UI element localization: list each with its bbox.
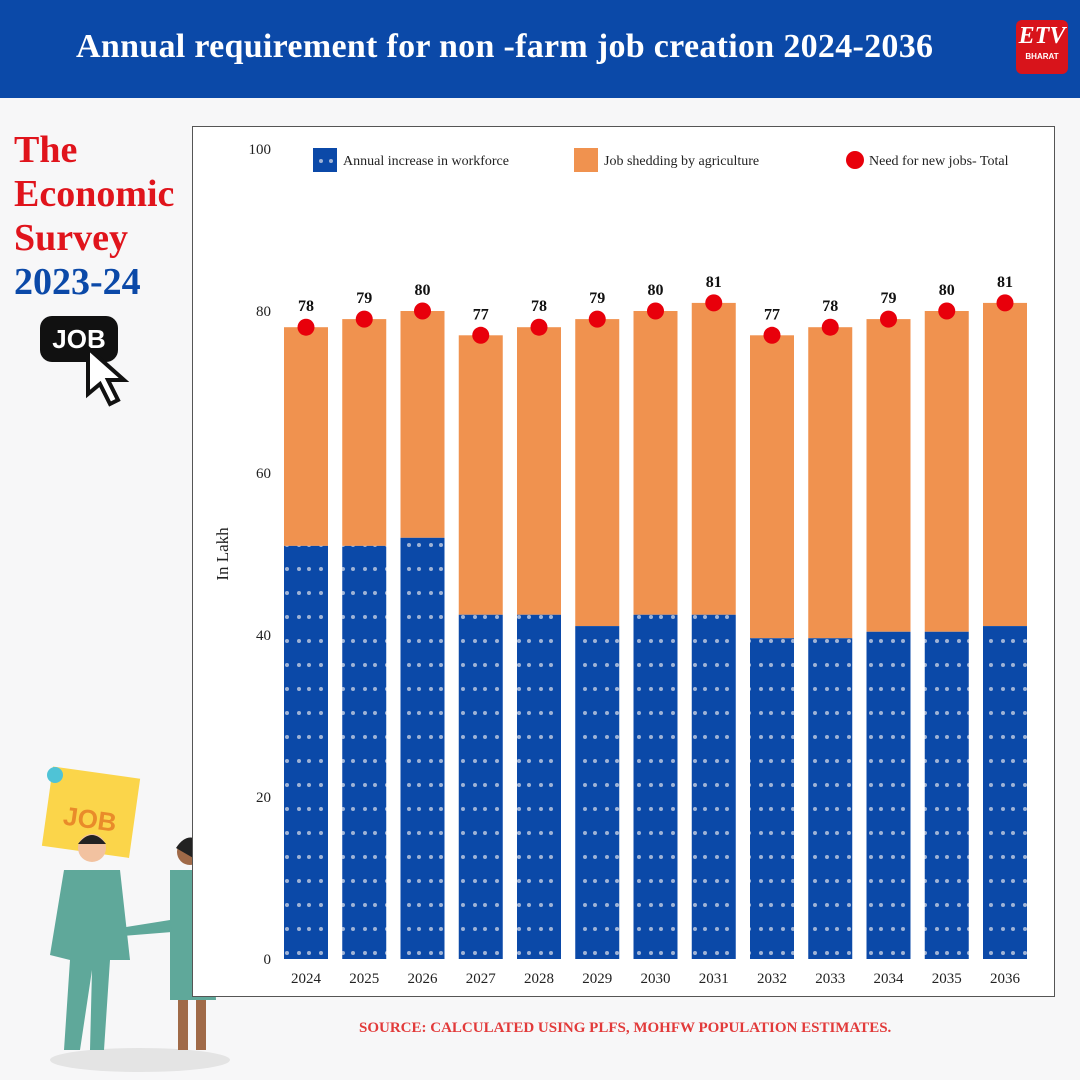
data-label: 78 <box>298 298 314 315</box>
total-marker <box>355 310 373 328</box>
bar-workforce <box>924 631 969 959</box>
data-label: 79 <box>881 290 897 307</box>
data-label: 78 <box>531 298 547 315</box>
x-tick-label: 2029 <box>582 971 612 987</box>
y-axis-label: In Lakh <box>213 527 232 581</box>
x-tick-label: 2024 <box>291 971 322 987</box>
x-tick-label: 2026 <box>408 971 439 987</box>
bar-workforce <box>866 631 911 959</box>
data-label: 80 <box>939 282 955 299</box>
bar-agriculture <box>458 335 503 615</box>
total-marker <box>588 310 606 328</box>
total-marker <box>763 326 781 344</box>
x-tick-label: 2033 <box>815 971 845 987</box>
x-tick-label: 2036 <box>990 971 1021 987</box>
bar-agriculture <box>750 335 794 639</box>
bar-agriculture <box>342 319 387 546</box>
side-title-line: The <box>14 129 78 171</box>
bar-agriculture <box>400 311 445 538</box>
total-marker <box>530 318 548 336</box>
legend-swatch <box>313 148 337 172</box>
legend-label: Job shedding by agriculture <box>604 154 759 169</box>
source-note: SOURCE: CALCULATED USING PLFS, MOHFW POP… <box>359 1020 892 1036</box>
y-tick-label: 0 <box>264 952 272 968</box>
bar-workforce <box>458 614 503 959</box>
total-marker <box>996 294 1014 312</box>
svg-text:JOB: JOB <box>61 801 118 838</box>
bar-agriculture <box>575 319 620 627</box>
bar-agriculture <box>983 302 1027 627</box>
bar-workforce <box>342 545 387 959</box>
total-marker <box>647 302 664 320</box>
page-title: Annual requirement for non -farm job cre… <box>76 28 934 65</box>
legend-swatch <box>846 151 864 169</box>
bar-workforce <box>750 638 794 959</box>
x-tick-label: 2028 <box>524 971 554 987</box>
header-bar: Annual requirement for non -farm job cre… <box>0 0 1080 98</box>
x-tick-label: 2030 <box>641 971 671 987</box>
x-tick-label: 2031 <box>699 971 729 987</box>
cursor-icon <box>86 344 130 407</box>
data-label: 81 <box>706 274 722 291</box>
x-tick-label: 2034 <box>874 971 905 987</box>
legend-swatch <box>574 148 598 172</box>
data-label: 80 <box>415 282 431 299</box>
total-marker <box>880 310 897 328</box>
side-title-year: 2023-24 <box>14 261 141 303</box>
total-marker <box>297 318 315 336</box>
data-label: 77 <box>764 306 780 323</box>
x-tick-label: 2035 <box>932 971 962 987</box>
bar-workforce <box>284 545 328 959</box>
y-tick-label: 100 <box>249 142 272 158</box>
side-title-line: Survey <box>14 217 128 259</box>
side-title-line: Economic <box>14 173 175 215</box>
sticky-note <box>41 766 141 858</box>
bar-agriculture <box>691 302 736 615</box>
data-label: 80 <box>648 282 664 299</box>
y-tick-label: 80 <box>256 304 271 320</box>
total-marker <box>472 326 490 344</box>
y-tick-label: 40 <box>256 628 271 644</box>
total-marker <box>414 302 431 320</box>
etv-bharat-logo: ETV BHARAT <box>1016 20 1068 74</box>
data-label: 78 <box>822 298 838 315</box>
total-marker <box>821 318 839 336</box>
data-label: 79 <box>356 290 372 307</box>
y-tick-label: 60 <box>256 466 271 482</box>
bar-agriculture <box>633 311 678 615</box>
bar-agriculture <box>517 327 561 615</box>
bar-workforce <box>691 614 736 959</box>
bar-workforce <box>575 626 620 959</box>
bar-workforce <box>633 614 678 959</box>
chart-frame: 0 20 40 60 80 100 In Lakh 78 2024 79 2025 80 2026 77 2… <box>192 126 1055 997</box>
job-button-icon: JOB <box>40 316 118 362</box>
bar-workforce <box>517 614 561 959</box>
bar-agriculture <box>924 311 969 632</box>
data-label: 77 <box>473 306 489 323</box>
bar-agriculture <box>866 319 911 632</box>
bar-agriculture <box>284 327 328 546</box>
y-tick-label: 20 <box>256 790 271 806</box>
legend-label: Annual increase in workforce <box>343 154 509 169</box>
stacked-bar-chart: 0 20 40 60 80 100 In Lakh 78 2024 79 2025 80 2026 77 2… <box>213 142 1027 987</box>
legend-label: Need for new jobs- Total <box>869 154 1009 169</box>
x-tick-label: 2027 <box>466 971 497 987</box>
bar-workforce <box>983 626 1027 959</box>
x-tick-label: 2025 <box>349 971 379 987</box>
data-label: 81 <box>997 274 1013 291</box>
bar-agriculture <box>808 327 853 639</box>
bar-workforce <box>808 638 853 959</box>
data-label: 79 <box>589 290 605 307</box>
total-marker <box>938 302 956 320</box>
x-tick-label: 2032 <box>757 971 787 987</box>
side-title: The Economic Survey 2023-24 <box>14 128 174 304</box>
bar-workforce <box>400 537 445 959</box>
total-marker <box>705 294 723 312</box>
